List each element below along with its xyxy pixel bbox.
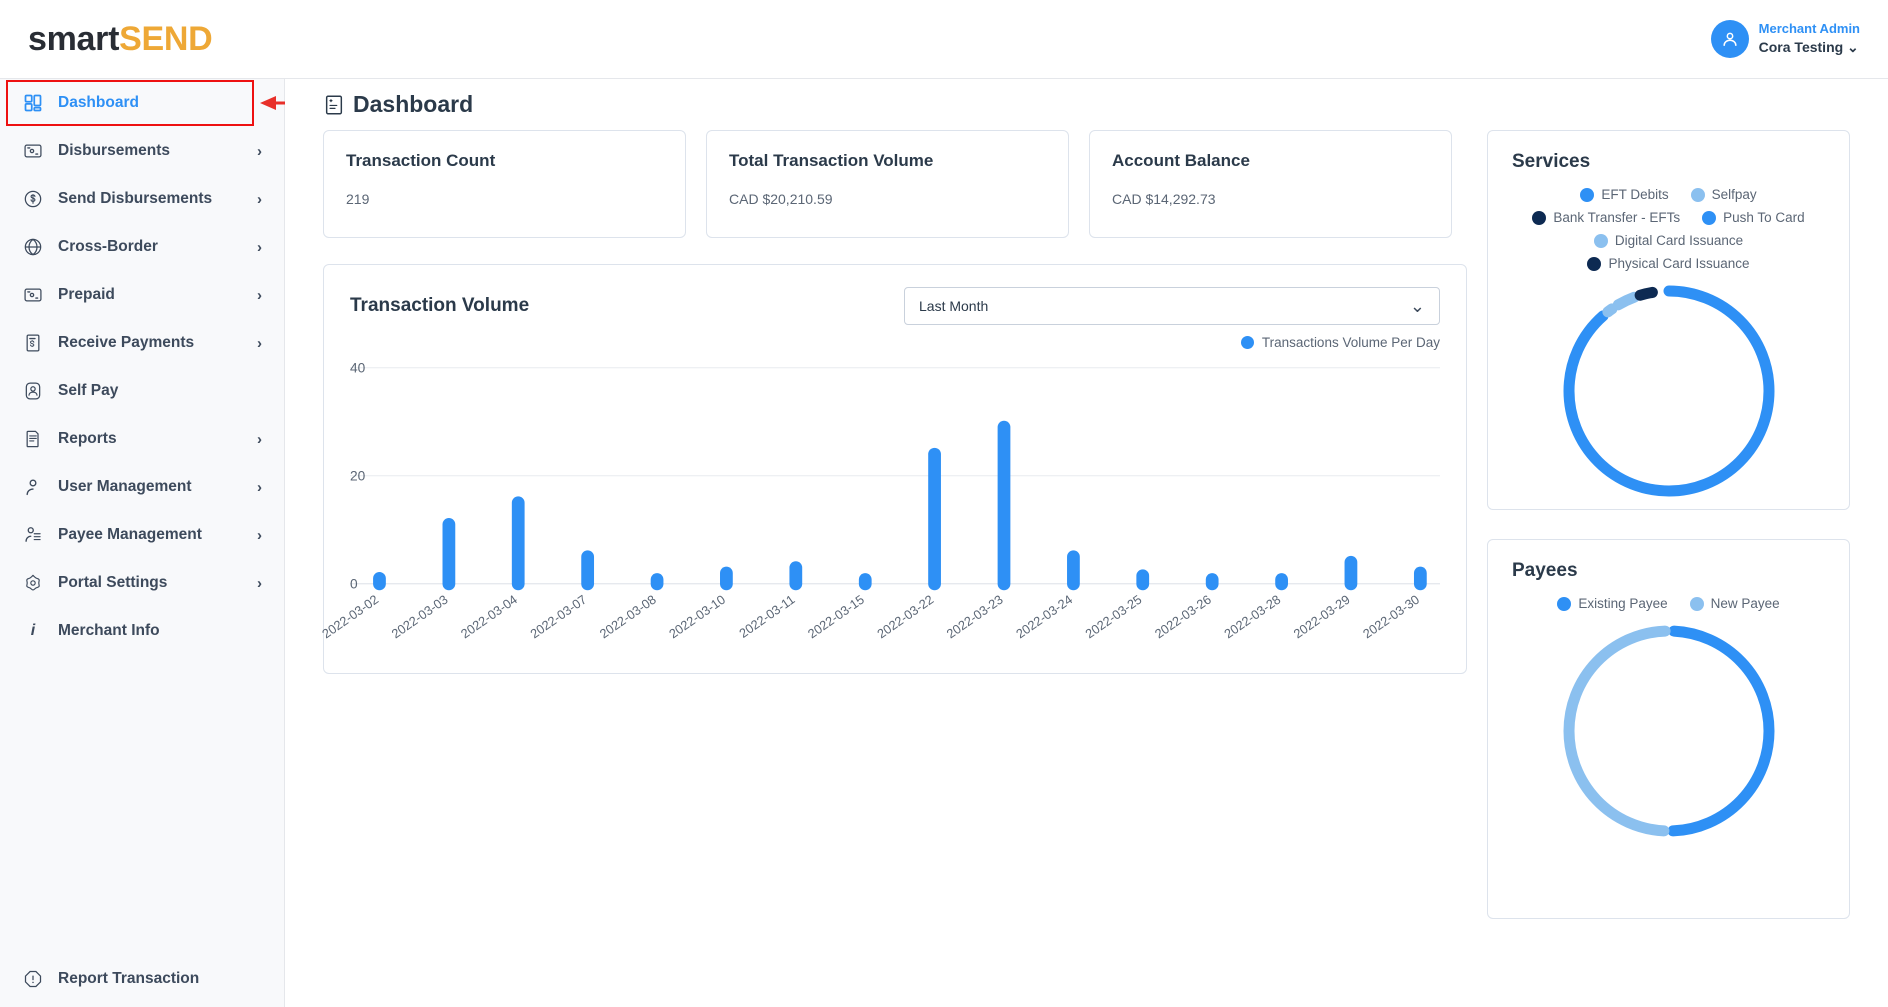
svg-text:2022-03-10: 2022-03-10 <box>666 592 728 642</box>
svg-text:2022-03-04: 2022-03-04 <box>458 592 520 642</box>
svg-text:40: 40 <box>350 361 366 376</box>
svg-text:0: 0 <box>350 577 358 592</box>
svg-text:2022-03-29: 2022-03-29 <box>1291 592 1353 642</box>
svg-text:2022-03-07: 2022-03-07 <box>527 592 589 642</box>
svg-text:2022-03-08: 2022-03-08 <box>597 592 659 642</box>
svg-text:2022-03-02: 2022-03-02 <box>319 592 381 642</box>
svg-text:2022-03-11: 2022-03-11 <box>736 592 797 641</box>
svg-text:2022-03-15: 2022-03-15 <box>805 592 867 642</box>
svg-text:2022-03-30: 2022-03-30 <box>1360 592 1422 642</box>
svg-text:2022-03-03: 2022-03-03 <box>389 592 451 642</box>
svg-text:2022-03-24: 2022-03-24 <box>1013 592 1075 642</box>
svg-text:2022-03-26: 2022-03-26 <box>1152 592 1214 642</box>
svg-text:2022-03-28: 2022-03-28 <box>1221 592 1283 642</box>
svg-text:2022-03-23: 2022-03-23 <box>944 592 1006 642</box>
svg-text:2022-03-25: 2022-03-25 <box>1082 592 1144 642</box>
svg-text:20: 20 <box>350 469 366 484</box>
svg-text:2022-03-22: 2022-03-22 <box>874 592 936 642</box>
